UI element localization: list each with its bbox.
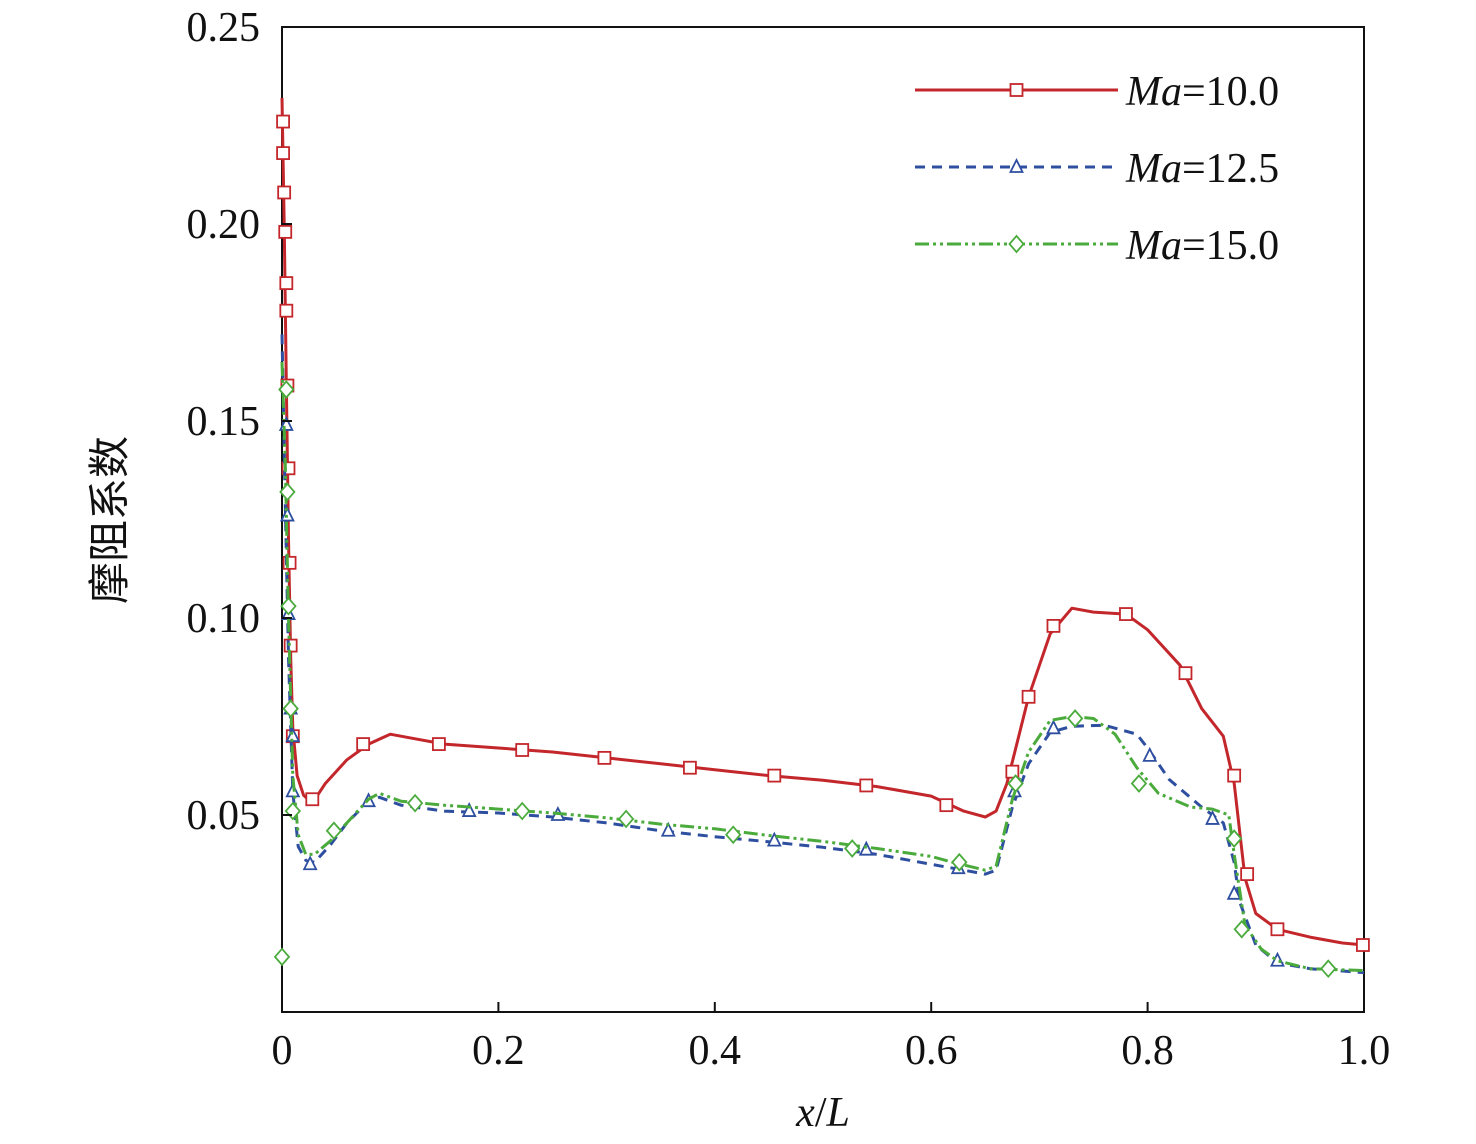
legend-marker: [1008, 234, 1025, 254]
legend-marker: [1009, 83, 1024, 97]
series-marker: [325, 821, 343, 841]
series-marker: [1269, 951, 1285, 967]
series-marker: [276, 114, 290, 129]
series-marker: [766, 831, 782, 847]
x-tick-label: 0.8: [1121, 1028, 1174, 1074]
series-marker: [951, 852, 968, 872]
y-axis-label: 摩阻系数: [87, 436, 134, 604]
x-axis-label-reference: L: [825, 1090, 849, 1136]
series-marker: [1270, 922, 1285, 937]
series-layer: [273, 97, 1370, 979]
series-marker: [431, 737, 446, 751]
series-marker: [302, 855, 318, 871]
x-axis-ticks: 0 0.2 0.4 0.6 0.8 1.0: [272, 1002, 1391, 1074]
series-marker: [683, 760, 697, 775]
legend-label-variable: Ma: [1125, 146, 1182, 192]
legend-label-variable: Ma: [1125, 69, 1182, 115]
plot-area: [273, 26, 1370, 1013]
y-tick-label: 0.05: [187, 793, 261, 839]
x-tick-label: 1.0: [1338, 1028, 1391, 1074]
series-marker: [461, 802, 477, 817]
series-marker: [278, 380, 295, 399]
series-line: [280, 361, 1365, 973]
y-axis-ticks: 0.05 0.10 0.15 0.20 0.25: [187, 5, 292, 839]
legend-item: Ma=12.5: [915, 146, 1279, 192]
series-marker: [305, 792, 320, 807]
series-line: [280, 334, 1365, 975]
series-marker: [844, 839, 861, 858]
series-marker: [277, 185, 292, 200]
series-marker: [1007, 774, 1024, 793]
series-marker: [724, 825, 742, 845]
series-marker: [1066, 709, 1084, 728]
series-marker: [660, 821, 676, 837]
series-3: [273, 361, 1365, 979]
series-marker: [279, 303, 294, 318]
legend-marker: [1009, 157, 1024, 173]
legend-item: Ma=15.0: [915, 223, 1279, 269]
y-tick-label: 0.25: [187, 5, 261, 51]
legend: Ma=10.0Ma=12.5Ma=15.0: [915, 69, 1279, 269]
series-marker: [1240, 867, 1255, 881]
y-tick-label: 0.20: [187, 202, 261, 248]
series-marker: [1142, 746, 1158, 762]
series-marker: [276, 146, 290, 160]
legend-label-value: =10.0: [1182, 69, 1279, 115]
x-axis-label: x/L: [795, 1090, 850, 1136]
series-marker: [406, 793, 424, 813]
series-marker: [1233, 919, 1250, 939]
series-marker: [279, 506, 295, 522]
series-marker: [279, 482, 296, 502]
series-2: [278, 334, 1365, 975]
legend-label: Ma=15.0: [1125, 223, 1279, 269]
x-tick-label: 0: [272, 1028, 293, 1074]
series-marker: [1356, 938, 1370, 952]
x-axis-label-variable: x: [795, 1090, 815, 1136]
series-marker: [1226, 884, 1242, 900]
y-tick-label: 0.10: [187, 596, 261, 642]
series-line: [280, 97, 1365, 947]
series-marker: [859, 778, 874, 793]
series-marker: [282, 699, 299, 718]
legend-label-variable: Ma: [1125, 223, 1182, 269]
series-marker: [858, 840, 874, 856]
legend-label: Ma=10.0: [1125, 69, 1279, 115]
series-marker: [515, 743, 530, 757]
x-tick-label: 0.2: [472, 1028, 525, 1074]
series-marker: [597, 750, 612, 765]
x-tick-label: 0.4: [689, 1028, 742, 1074]
series-marker: [617, 809, 635, 829]
y-tick-label: 0.15: [187, 399, 261, 445]
series-marker: [280, 596, 297, 616]
x-axis-label-separator: /: [815, 1090, 827, 1136]
series-marker: [1225, 829, 1243, 849]
series-marker: [1130, 774, 1148, 793]
legend-label-value: =12.5: [1182, 146, 1279, 192]
series-marker: [939, 798, 954, 813]
series-marker: [1021, 689, 1036, 704]
series-marker: [1046, 618, 1061, 633]
series-marker: [278, 224, 293, 239]
series-marker: [279, 276, 294, 291]
x-tick-label: 0.6: [905, 1028, 958, 1074]
series-marker: [1320, 959, 1337, 979]
series-marker: [1046, 719, 1061, 735]
series-marker: [356, 737, 371, 751]
series-marker: [1205, 809, 1220, 825]
series-marker: [767, 768, 782, 783]
series-marker: [1119, 607, 1133, 621]
series-marker: [273, 947, 291, 967]
legend-item: Ma=10.0: [915, 69, 1279, 115]
legend-label: Ma=12.5: [1125, 146, 1279, 192]
series-marker: [1227, 768, 1242, 783]
legend-label-value: =15.0: [1182, 223, 1279, 269]
series-marker: [514, 801, 531, 821]
series-marker: [1178, 666, 1193, 681]
